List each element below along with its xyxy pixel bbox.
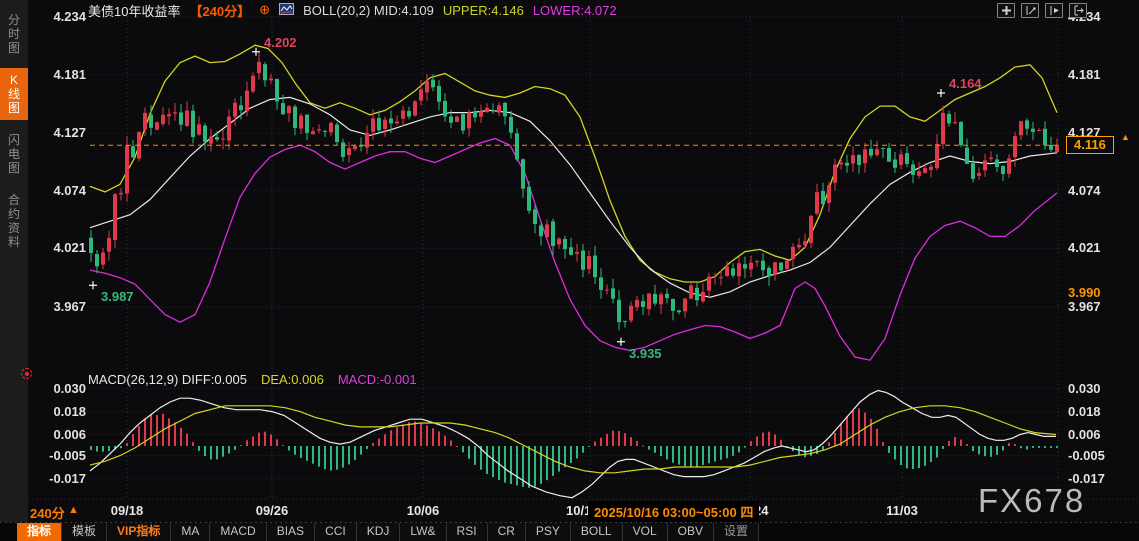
toolbar-item[interactable]: BIAS: [266, 523, 316, 541]
sidebar-item-tab[interactable]: 合约资料: [7, 193, 20, 249]
toolbar-item[interactable]: VIP指标: [107, 523, 172, 541]
price-axis-label-right: 4.074: [1068, 182, 1101, 198]
price-annotation: 4.164: [949, 76, 982, 92]
x-axis-label: 09/18: [110, 503, 144, 518]
watermark: FX678: [978, 482, 1086, 519]
instrument-title: 美债10年收益率: [88, 3, 181, 19]
x-label-partial-left: 10/1: [566, 503, 592, 518]
x-axis-label: 09/26: [255, 503, 289, 518]
toolbar-item[interactable]: 设置: [713, 523, 759, 541]
add-indicator-icon[interactable]: ⊕: [259, 2, 271, 17]
price-axis-label-left: 4.074: [53, 182, 86, 198]
boll-lower-readout: LOWER:4.072: [532, 2, 617, 18]
macd-axis-label-left: 0.006: [53, 426, 86, 442]
price-axis-label-left: 4.127: [53, 125, 86, 141]
price-axis-label-left: 4.021: [53, 240, 86, 256]
prev-close-label: 3.990: [1068, 285, 1101, 301]
toolbar-item[interactable]: LW&: [400, 523, 447, 541]
toolbar-item[interactable]: VOL: [622, 523, 668, 541]
macd-axis-label-right: -0.005: [1068, 447, 1105, 463]
x-axis-label: 10/06: [406, 503, 440, 518]
toolbar-item[interactable]: 模板: [62, 523, 108, 541]
x-axis-label: 11/03: [886, 503, 918, 518]
crosshair-tooltip: 2025/10/16 03:00~05:00 四: [588, 501, 760, 522]
crosshair-icon[interactable]: [997, 3, 1015, 18]
chart-header: 美债10年收益率 【240分】 ⊕ BOLL(20,2) MID:4.109 U…: [88, 2, 617, 19]
toolbar-item[interactable]: 指标: [17, 523, 63, 541]
price-annotation: 3.987: [101, 289, 134, 305]
macd-axis-label-left: -0.005: [49, 447, 86, 463]
boll-readout: BOLL(20,2) MID:4.109: [303, 2, 434, 18]
macd-axis-label-right: 0.006: [1068, 426, 1101, 442]
current-price-badge: 4.116: [1066, 136, 1114, 155]
macd-axis-label-right: 0.030: [1068, 380, 1101, 396]
toolbar-item[interactable]: KDJ: [356, 523, 401, 541]
price-axis-label-right: 3.967: [1068, 299, 1101, 314]
macd-axis-label-left: 0.030: [53, 380, 86, 396]
toolbar-item[interactable]: OBV: [667, 523, 714, 541]
price-flag-icon: ▲: [1121, 132, 1130, 143]
macd-readout: MACD(26,12,9) DIFF:0.005: [88, 372, 247, 387]
macd-axis-label-right: 0.018: [1068, 403, 1101, 419]
period-tag: 【240分】: [189, 3, 251, 19]
macd-header: MACD(26,12,9) DIFF:0.005 DEA:0.006 MACD:…: [88, 372, 417, 387]
price-axis-label-left: 4.234: [53, 9, 86, 24]
macd-axis-label-left: 0.018: [53, 403, 86, 419]
toolbar-item[interactable]: MA: [171, 523, 211, 541]
macd-value-readout: MACD:-0.001: [337, 372, 417, 387]
footer-period-label[interactable]: 240分: [30, 506, 65, 521]
toolbar-item[interactable]: CR: [487, 523, 526, 541]
boll-upper-readout: UPPER:4.146: [442, 2, 524, 18]
period-dropdown-icon[interactable]: ▲: [68, 504, 79, 516]
macd-axis-label-right: -0.017: [1068, 470, 1105, 486]
y-axis-right-icon[interactable]: [1045, 3, 1063, 18]
sidebar-item-tab[interactable]: 闪电图: [7, 133, 20, 175]
dea-readout: DEA:0.006: [260, 372, 324, 387]
toolbar-item[interactable]: MACD: [210, 523, 267, 541]
chart-tool-icons: [997, 3, 1087, 18]
alert-icon[interactable]: [21, 368, 32, 379]
toolbar-item[interactable]: PSY: [525, 523, 571, 541]
mini-chart-icon: [279, 2, 295, 18]
toolbar-item[interactable]: BOLL: [570, 523, 623, 541]
sidebar-item-tab[interactable]: 分时图: [7, 13, 20, 55]
y-axis-left-icon[interactable]: [1021, 3, 1039, 18]
price-annotation: 3.935: [629, 345, 662, 361]
price-axis-label-left: 3.967: [53, 299, 86, 314]
toolbar-item[interactable]: RSI: [446, 523, 488, 541]
macd-axis-label-left: -0.017: [49, 470, 86, 486]
indicator-toolbar: 指标 模板 VIP指标 MA MACD BIAS CCI KDJ LW& RSI CR PSY BOLL…: [0, 523, 1139, 541]
price-axis-label-left: 4.181: [53, 66, 86, 82]
pan-right-icon[interactable]: [1069, 3, 1087, 18]
price-axis-label-right: 4.181: [1068, 66, 1101, 82]
price-annotation: 4.202: [264, 34, 297, 50]
toolbar-item[interactable]: CCI: [315, 523, 357, 541]
price-axis-label-right: 4.021: [1068, 240, 1101, 256]
